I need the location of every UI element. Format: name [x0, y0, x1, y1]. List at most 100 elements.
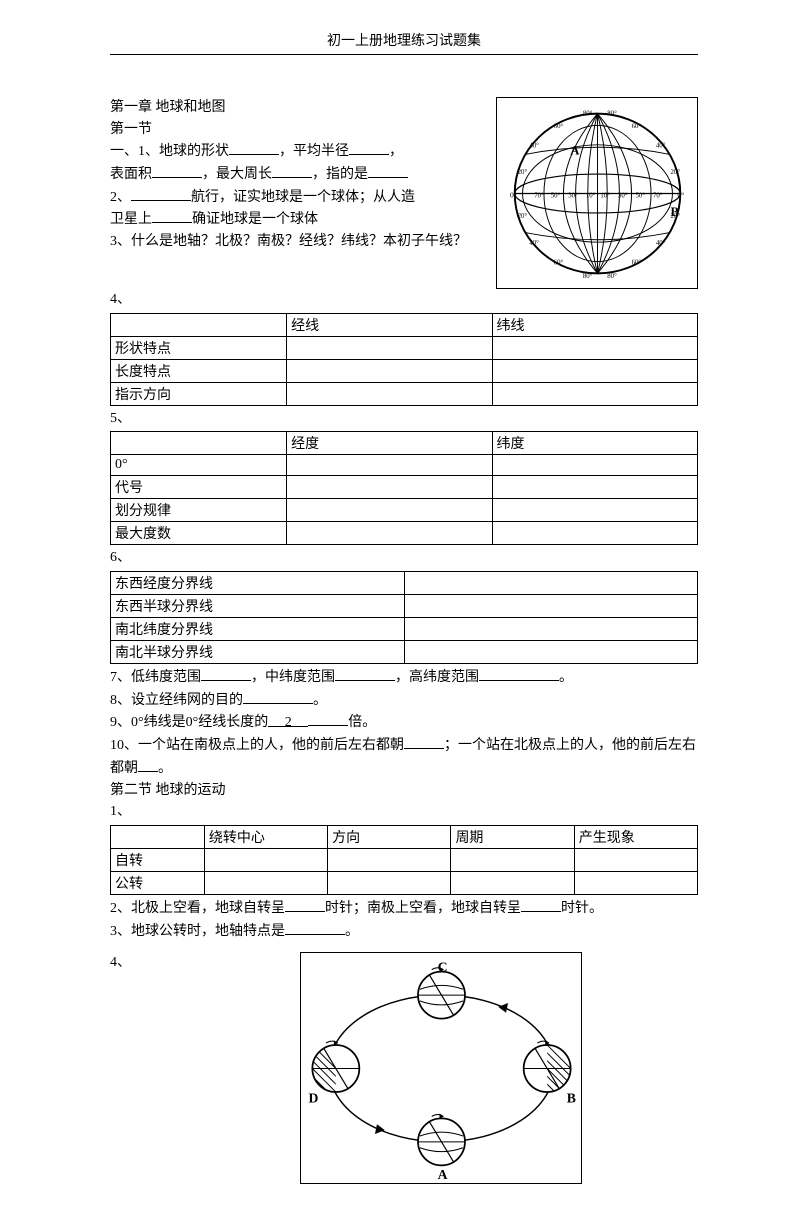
- t7-h1: 绕转中心: [204, 825, 327, 848]
- blank[interactable]: [285, 897, 325, 912]
- s2q3b: 。: [345, 924, 359, 939]
- svg-text:20°: 20°: [517, 212, 527, 219]
- cell[interactable]: [574, 848, 697, 871]
- cell[interactable]: [492, 382, 697, 405]
- blank[interactable]: [368, 163, 408, 178]
- t7-r1: 自转: [111, 848, 205, 871]
- cell[interactable]: [451, 848, 574, 871]
- cell[interactable]: [574, 871, 697, 894]
- question-3: 3、什么是地轴？北极？南极？经线？纬线？本初子午线？: [110, 231, 486, 253]
- s2q2c: 时针。: [561, 901, 603, 916]
- blank[interactable]: [479, 666, 559, 681]
- cell[interactable]: [404, 595, 698, 618]
- cell[interactable]: [204, 848, 327, 871]
- globe-label-a: A: [570, 143, 580, 157]
- blank[interactable]: [308, 711, 348, 726]
- svg-text:40°: 40°: [529, 240, 539, 247]
- cell[interactable]: [287, 522, 492, 545]
- cell[interactable]: [287, 455, 492, 476]
- question-1-line1: 一、1、地球的形状，平均半径，: [110, 140, 486, 163]
- page-header: 初一上册地理练习试题集: [110, 30, 698, 55]
- table-4: 经线纬线 形状特点 长度特点 指示方向: [110, 313, 698, 406]
- cell[interactable]: [328, 848, 451, 871]
- t6-r1: 东西半球分界线: [111, 595, 405, 618]
- cell[interactable]: [492, 499, 697, 522]
- cell[interactable]: [287, 382, 492, 405]
- blank[interactable]: [131, 186, 191, 201]
- blank[interactable]: [335, 666, 395, 681]
- blank[interactable]: [285, 920, 345, 935]
- svg-text:20°: 20°: [670, 212, 680, 219]
- svg-text:60°: 60°: [553, 259, 563, 266]
- t7-r2: 公转: [111, 871, 205, 894]
- q1-text-c: ，: [389, 144, 403, 159]
- cell[interactable]: [404, 641, 698, 664]
- t5-r2: 代号: [111, 476, 287, 499]
- chapter-title: 第一章 地球和地图: [110, 97, 486, 119]
- q1-text-2b: ，最大周长: [202, 167, 272, 182]
- q1-text-b: ，平均半径: [279, 144, 349, 159]
- question-8: 8、设立经纬网的目的。: [110, 689, 698, 712]
- cell[interactable]: [404, 572, 698, 595]
- svg-text:70°: 70°: [653, 192, 663, 199]
- t4-r1: 形状特点: [111, 336, 287, 359]
- s2-question-4: 4、: [110, 952, 200, 974]
- table-5: 经度纬度 0° 代号 划分规律 最大度数: [110, 431, 698, 545]
- cell[interactable]: [328, 871, 451, 894]
- blank[interactable]: [243, 689, 313, 704]
- svg-text:60°: 60°: [553, 123, 563, 130]
- svg-text:70°: 70°: [534, 192, 544, 199]
- cell[interactable]: [492, 359, 697, 382]
- blank[interactable]: [229, 140, 279, 155]
- s2-question-1: 1、: [110, 801, 698, 823]
- q1-text-2a: 表面积: [110, 167, 152, 182]
- cell[interactable]: [287, 476, 492, 499]
- blank[interactable]: [272, 163, 312, 178]
- orbit-svg: C A: [304, 956, 579, 1181]
- svg-text:40°: 40°: [655, 142, 665, 149]
- s2q2a: 2、北极上空看，地球自转呈: [110, 901, 285, 916]
- svg-text:20°: 20°: [517, 169, 527, 176]
- svg-text:0°: 0°: [509, 190, 516, 199]
- blank[interactable]: [404, 734, 444, 749]
- t7-h2: 方向: [328, 825, 451, 848]
- svg-text:50°: 50°: [550, 192, 560, 199]
- s2-question-2: 2、北极上空看，地球自转呈时针；南极上空看，地球自转呈时针。: [110, 897, 698, 920]
- cell[interactable]: [492, 476, 697, 499]
- globe-diagram: A B 0° 0° 70° 50° 30° 10° 10° 30° 50° 70…: [496, 97, 698, 289]
- svg-text:80°: 80°: [582, 110, 592, 117]
- orbit-label-d: D: [308, 1090, 318, 1105]
- cell[interactable]: [492, 522, 697, 545]
- t6-r2: 南北纬度分界线: [111, 618, 405, 641]
- cell[interactable]: [492, 455, 697, 476]
- cell[interactable]: [287, 499, 492, 522]
- q1-text-2c: ，指的是: [312, 167, 368, 182]
- section-2-title: 第二节 地球的运动: [110, 780, 698, 802]
- blank[interactable]: [201, 666, 251, 681]
- svg-text:60°: 60°: [631, 123, 641, 130]
- q7d: 。: [559, 670, 573, 685]
- blank[interactable]: [138, 757, 158, 772]
- orbit-label-c: C: [437, 959, 447, 974]
- q10c: 。: [158, 761, 172, 776]
- question-6: 6、: [110, 547, 698, 569]
- svg-text:10°: 10°: [600, 192, 610, 199]
- q9a: 9、0°纬线是0°经线长度的: [110, 715, 268, 730]
- svg-text:80°: 80°: [607, 273, 617, 280]
- t4-r2: 长度特点: [111, 359, 287, 382]
- blank[interactable]: 2: [268, 712, 308, 727]
- cell[interactable]: [451, 871, 574, 894]
- t4-r3: 指示方向: [111, 382, 287, 405]
- blank[interactable]: [521, 897, 561, 912]
- cell[interactable]: [204, 871, 327, 894]
- table-6: 东西经度分界线 东西半球分界线 南北纬度分界线 南北半球分界线: [110, 571, 698, 664]
- cell[interactable]: [404, 618, 698, 641]
- blank[interactable]: [349, 140, 389, 155]
- cell[interactable]: [492, 336, 697, 359]
- globe-svg: A B 0° 0° 70° 50° 30° 10° 10° 30° 50° 70…: [500, 101, 695, 286]
- blank[interactable]: [152, 163, 202, 178]
- cell[interactable]: [287, 359, 492, 382]
- q7c: ，高纬度范围: [395, 670, 479, 685]
- blank[interactable]: [152, 208, 192, 223]
- cell[interactable]: [287, 336, 492, 359]
